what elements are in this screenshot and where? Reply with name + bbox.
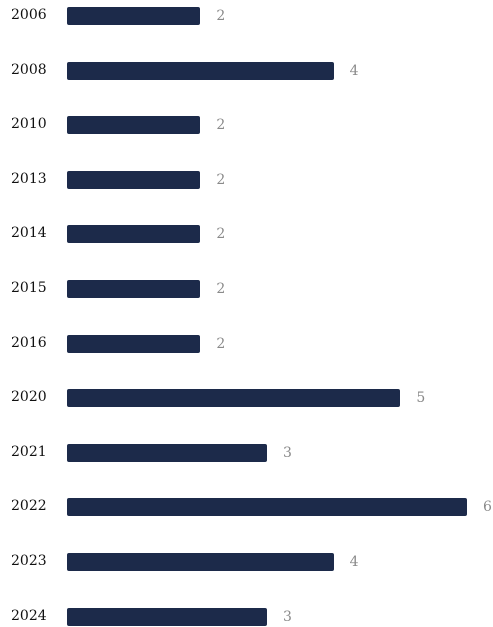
bar-2013 bbox=[67, 170, 201, 189]
bar-2020 bbox=[67, 389, 401, 408]
bar-2016 bbox=[67, 334, 201, 353]
category-label-2006: 2006 bbox=[11, 7, 47, 23]
category-label-2013: 2013 bbox=[11, 170, 47, 187]
bar-2015 bbox=[67, 280, 201, 298]
value-label-2024: 3 bbox=[283, 608, 292, 625]
value-label-2014: 2 bbox=[216, 226, 226, 243]
category-label-2020: 2020 bbox=[11, 389, 47, 406]
bar-2008 bbox=[67, 61, 334, 80]
value-label-2010: 2 bbox=[216, 117, 226, 134]
category-label-2015: 2015 bbox=[11, 280, 47, 296]
bar-2022 bbox=[67, 498, 467, 517]
bar-2024 bbox=[67, 607, 267, 626]
category-label-2014: 2014 bbox=[11, 225, 47, 242]
category-label-2023: 2023 bbox=[11, 553, 47, 569]
category-label-2016: 2016 bbox=[11, 334, 47, 351]
value-label-2008: 4 bbox=[349, 62, 359, 79]
value-label-2023: 4 bbox=[349, 554, 359, 570]
value-label-2021: 3 bbox=[283, 444, 292, 461]
value-label-2006: 2 bbox=[216, 8, 226, 24]
bar-2006 bbox=[67, 7, 201, 25]
value-label-2015: 2 bbox=[216, 281, 226, 297]
bar-2014 bbox=[67, 225, 201, 244]
bar-2010 bbox=[67, 116, 201, 135]
bar-2023 bbox=[67, 553, 334, 571]
value-label-2022: 6 bbox=[483, 499, 492, 516]
value-label-2020: 5 bbox=[416, 390, 426, 407]
category-label-2010: 2010 bbox=[11, 116, 47, 133]
category-label-2024: 2024 bbox=[11, 607, 47, 624]
value-label-2013: 2 bbox=[216, 171, 226, 188]
category-label-2021: 2021 bbox=[11, 443, 47, 460]
value-label-2016: 2 bbox=[216, 335, 226, 352]
bar-2021 bbox=[67, 443, 267, 462]
category-label-2022: 2022 bbox=[11, 498, 47, 515]
category-label-2008: 2008 bbox=[11, 61, 47, 78]
